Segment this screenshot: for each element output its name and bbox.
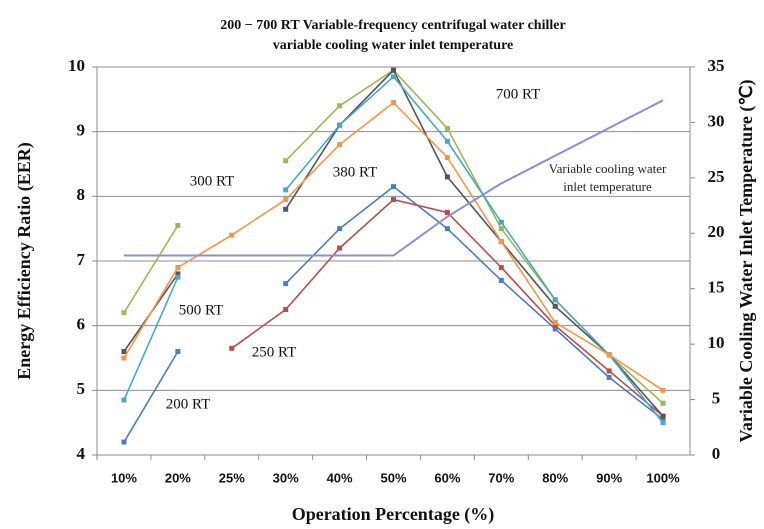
y2-tick-label: 15 xyxy=(708,278,725,297)
series-annotation: 700 RT xyxy=(496,86,541,102)
point xyxy=(121,397,127,403)
x-tick-label: 100% xyxy=(646,470,680,485)
point xyxy=(391,184,396,190)
series-line xyxy=(123,68,664,417)
point xyxy=(283,187,289,193)
y-tick-label: 6 xyxy=(77,315,86,334)
point xyxy=(444,155,450,161)
point xyxy=(498,226,504,232)
chart-subtitle: variable cooling water inlet temperature xyxy=(273,38,514,53)
point xyxy=(121,439,127,445)
point xyxy=(498,219,504,225)
point xyxy=(606,374,612,380)
point xyxy=(337,103,343,109)
y2-tick-label: 35 xyxy=(708,56,725,75)
point xyxy=(175,222,181,228)
y2-tick-label: 5 xyxy=(712,388,721,407)
point xyxy=(552,326,558,332)
point xyxy=(283,307,289,312)
point xyxy=(660,416,666,422)
point xyxy=(283,206,289,212)
point xyxy=(229,232,235,238)
x-tick-label: 30% xyxy=(273,470,299,485)
point xyxy=(606,368,612,374)
y2-tick-label: 25 xyxy=(708,167,725,186)
point xyxy=(606,352,612,358)
x-tick-label: 10% xyxy=(111,470,137,485)
point xyxy=(552,319,558,325)
series-annotation: 250 RT xyxy=(252,344,297,360)
x-tick-label: 90% xyxy=(596,470,622,485)
series-line xyxy=(123,75,664,424)
point xyxy=(175,274,181,280)
y-tick-label: 7 xyxy=(77,250,86,269)
point xyxy=(337,226,343,232)
y2-tick-label: 10 xyxy=(708,333,725,352)
series-line xyxy=(123,101,664,391)
x-tick-label: 80% xyxy=(542,470,568,485)
y-tick-label: 9 xyxy=(77,121,86,140)
y2-axis-label: Variable Cooling Water Inlet Temperature… xyxy=(736,79,757,442)
series-annotation: 200 RT xyxy=(166,396,211,412)
series-line xyxy=(124,99,664,257)
point xyxy=(660,400,666,406)
x-tick-label: 40% xyxy=(327,470,353,485)
point xyxy=(391,74,396,80)
y-tick-label: 8 xyxy=(77,185,86,204)
series-annotation-text: Variable cooling water inlet temperature xyxy=(548,161,667,194)
chart-title: 200 − 700 RT Variable-frequency centrifu… xyxy=(220,18,565,33)
y-tick-label: 4 xyxy=(77,444,86,463)
point xyxy=(444,226,450,232)
point xyxy=(444,125,450,131)
x-tick-label: 50% xyxy=(380,470,406,485)
point xyxy=(552,303,558,309)
point xyxy=(121,355,127,361)
point xyxy=(337,142,343,148)
x-tick-label: 25% xyxy=(219,470,245,485)
y-axis-label: Energy Efficiency Ratio (EER) xyxy=(14,142,35,379)
x-tick-label: 60% xyxy=(434,470,460,485)
x-tick-label: 70% xyxy=(488,470,514,485)
series-annotation: 500 RT xyxy=(179,302,224,318)
point xyxy=(283,197,289,203)
point xyxy=(175,271,181,277)
point xyxy=(660,387,666,393)
point xyxy=(175,349,181,355)
point xyxy=(391,67,396,73)
point xyxy=(498,277,504,283)
x-tick-label: 20% xyxy=(165,470,191,485)
point xyxy=(444,138,450,144)
point xyxy=(660,420,666,426)
y-tick-label: 10 xyxy=(68,56,85,75)
point xyxy=(552,323,558,329)
point xyxy=(283,158,289,164)
y2-tick-label: 20 xyxy=(708,222,725,241)
series-line xyxy=(231,198,664,417)
y-tick-label: 5 xyxy=(77,379,86,398)
point xyxy=(444,210,450,215)
point xyxy=(175,264,181,270)
point xyxy=(337,122,343,128)
series-annotation: 380 RT xyxy=(333,164,378,180)
point xyxy=(444,174,450,180)
series-line xyxy=(123,185,664,443)
point xyxy=(498,239,504,245)
point xyxy=(337,245,343,251)
y2-tick-label: 30 xyxy=(708,111,725,130)
point xyxy=(552,297,558,303)
point xyxy=(121,349,127,355)
series-annotation: 300 RT xyxy=(190,173,235,189)
point xyxy=(391,197,396,203)
y2-tick-label: 0 xyxy=(712,444,721,463)
point xyxy=(660,413,666,419)
point xyxy=(121,310,127,316)
point xyxy=(391,100,396,106)
point xyxy=(283,281,289,287)
x-axis-label: Operation Percentage (%) xyxy=(292,504,495,525)
point xyxy=(498,264,504,270)
point xyxy=(229,345,235,351)
series-annotation: Variable cooling water inlet temperature xyxy=(548,161,667,194)
